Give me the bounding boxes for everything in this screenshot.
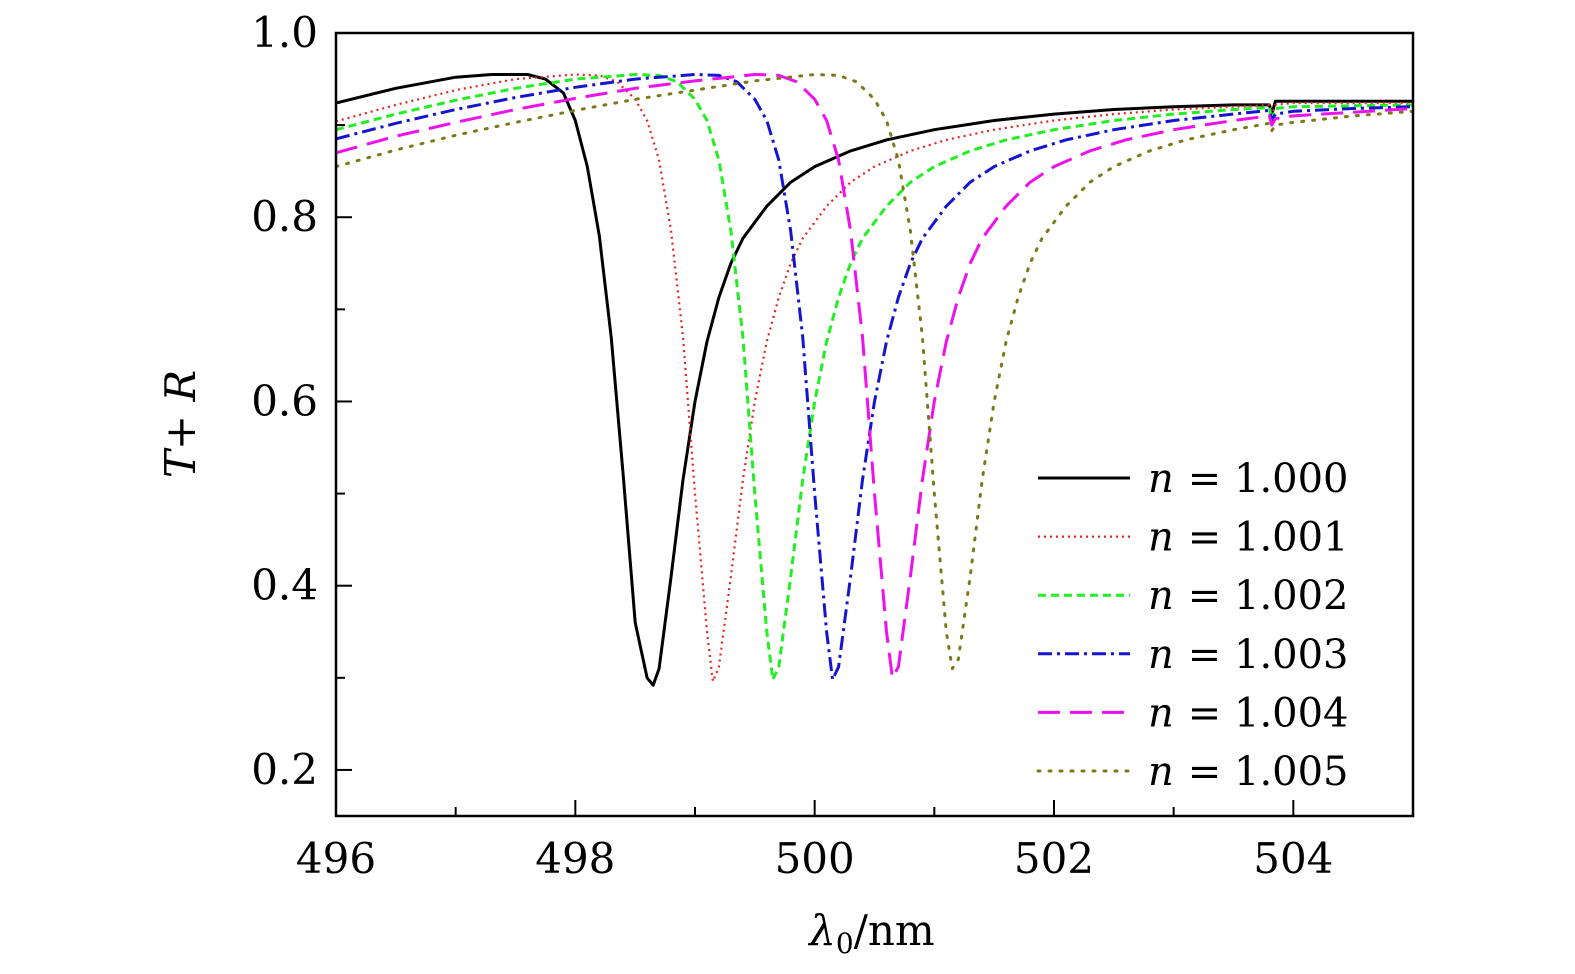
x-axis-title-unit: /nm [854, 906, 935, 955]
legend-var-1: n [1148, 515, 1174, 561]
legend-var-2: n [1148, 573, 1174, 619]
x-tick-label-0: 496 [296, 834, 376, 883]
legend-var-0: n [1148, 456, 1174, 502]
y-tick-label-0: 0.2 [251, 745, 318, 794]
y-axis-title: T+ R [156, 370, 205, 478]
x-tick-label-3: 502 [1014, 834, 1094, 883]
plot-frame [334, 31, 1415, 818]
y-tick-label-2: 0.6 [251, 376, 318, 425]
legend-var-4: n [1148, 690, 1174, 736]
legend-value-0: = 1.000 [1188, 456, 1349, 502]
series-layer [336, 73, 1413, 687]
x-tick-label-4: 504 [1253, 834, 1333, 883]
legend-value-4: = 1.004 [1188, 690, 1349, 736]
legend-label-3: n = 1.003 [1148, 632, 1349, 678]
legend-label-1: n = 1.001 [1148, 515, 1349, 561]
series-line-0 [336, 73, 1413, 687]
y-tick-label-4: 1.0 [251, 8, 318, 57]
legend-var-3: n [1148, 632, 1174, 678]
series-line-5 [336, 73, 1413, 671]
legend-value-5: = 1.005 [1188, 749, 1349, 795]
x-tick-label-1: 498 [535, 834, 615, 883]
series-line-1 [336, 73, 1413, 683]
legend-label-4: n = 1.004 [1148, 690, 1349, 736]
legend: n = 1.000 n = 1.001 n = 1.002 n = 1.003 n = 1.004… [1036, 456, 1349, 795]
legend-value-3: = 1.003 [1188, 632, 1349, 678]
series-line-3 [336, 73, 1413, 682]
x-axis-title: λ0/nm [807, 906, 934, 960]
series-line-4 [336, 73, 1413, 680]
legend-label-2: n = 1.002 [1148, 573, 1349, 619]
legend-label-0: n = 1.000 [1148, 456, 1349, 502]
ticks-layer [335, 32, 1295, 816]
legend-value-2: = 1.002 [1188, 573, 1349, 619]
y-axis-title-r: R [156, 370, 205, 403]
y-tick-label-3: 0.8 [251, 192, 318, 241]
legend-value-1: = 1.001 [1188, 515, 1349, 561]
legend-label-5: n = 1.005 [1148, 749, 1349, 795]
x-tick-label-2: 500 [775, 834, 855, 883]
tick-labels-layer: 496 498 500 502 504 0.2 0.4 0.6 0.8 1.0 [251, 8, 1333, 883]
y-axis-title-plus: + [156, 402, 205, 451]
legend-var-5: n [1148, 749, 1174, 795]
x-axis-title-sub: 0 [836, 927, 854, 960]
y-axis-title-t: T [156, 447, 205, 478]
y-tick-label-1: 0.4 [251, 561, 318, 610]
x-axis-title-main: λ [807, 906, 836, 955]
